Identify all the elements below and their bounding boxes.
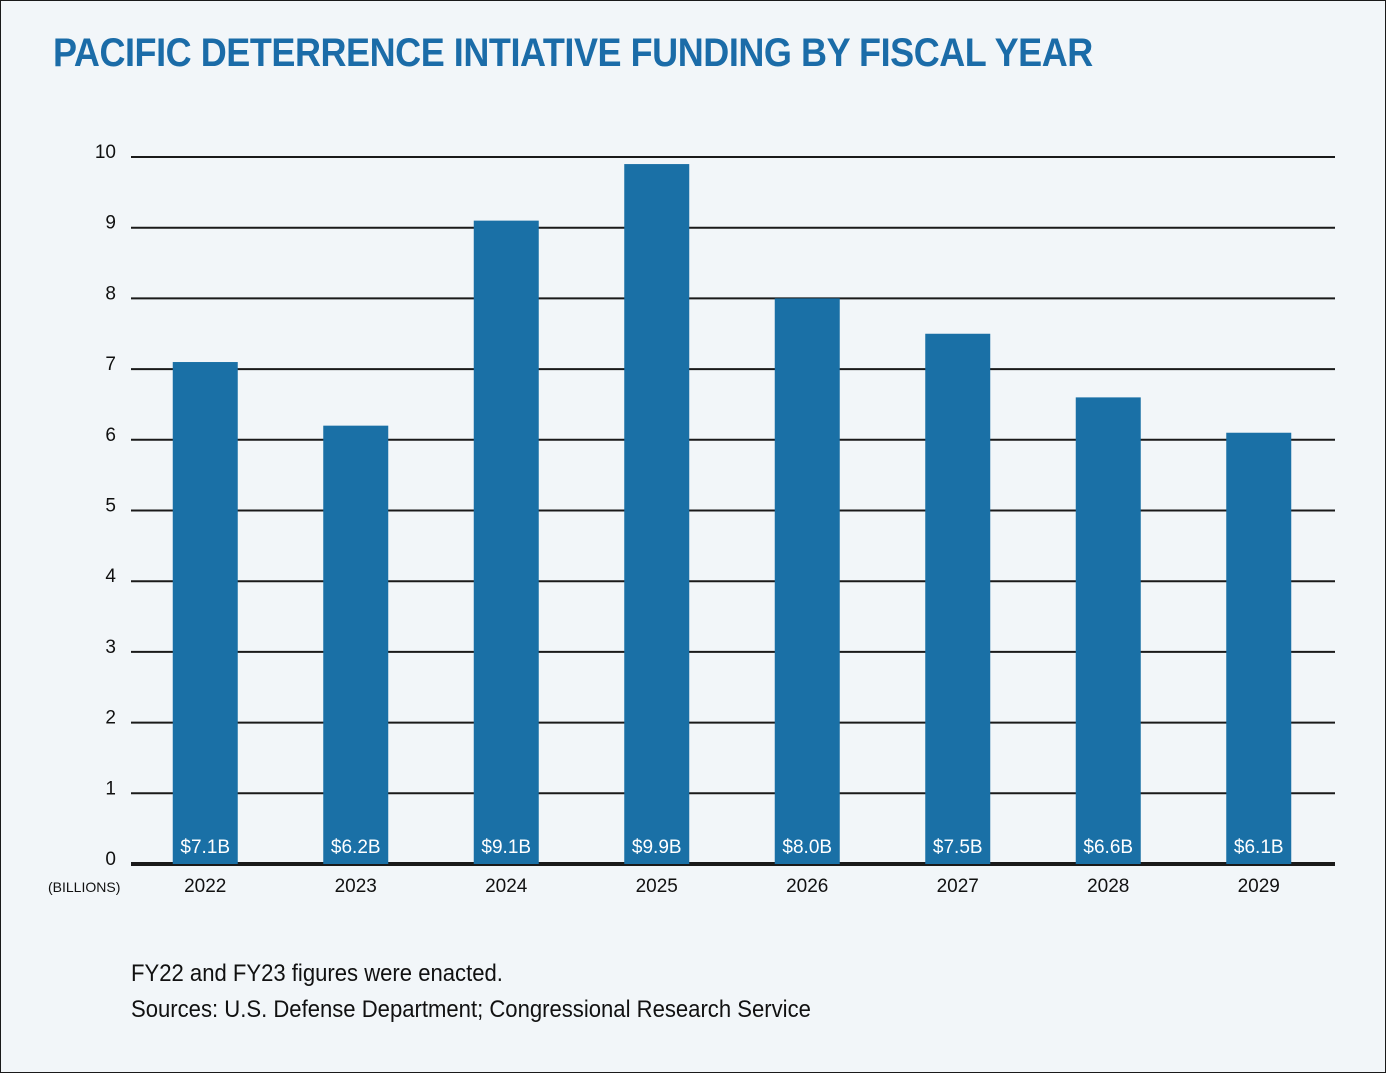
y-tick-label: 2 (105, 708, 116, 729)
bar-value-label: $6.1B (1234, 837, 1284, 858)
bar-2029 (1226, 432, 1292, 864)
x-tick-label: 2025 (636, 876, 678, 897)
y-axis-ticks: 0 1 2 3 4 5 6 7 8 9 10 (95, 142, 117, 870)
y-axis-unit-label: (BILLIONS) (48, 879, 120, 895)
x-tick-label: 2029 (1238, 876, 1280, 897)
bar-value-label: $9.9B (632, 837, 682, 858)
y-tick-label: 4 (105, 566, 116, 587)
x-tick-label: 2026 (786, 876, 828, 897)
bar-value-label: $8.0B (782, 837, 832, 858)
bar-value-labels: $7.1B $6.2B $9.1B $9.9B $8.0B $7.5B $6.6B $6.1B (180, 837, 1283, 858)
bar-value-label: $7.5B (933, 837, 983, 858)
x-tick-label: 2028 (1087, 876, 1129, 897)
bar-2028 (1075, 397, 1141, 864)
bar-2026 (774, 298, 840, 864)
bar-value-label: $9.1B (481, 837, 531, 858)
bar-2022 (172, 362, 238, 864)
y-tick-label: 0 (105, 849, 116, 870)
footer-sources: Sources: U.S. Defense Department; Congre… (131, 996, 811, 1023)
bar-2025 (624, 164, 690, 864)
y-tick-label: 1 (105, 778, 116, 799)
bar-2024 (473, 220, 539, 864)
footer-note: FY22 and FY23 figures were enacted. (131, 960, 503, 987)
x-tick-label: 2027 (937, 876, 979, 897)
x-tick-label: 2023 (335, 876, 377, 897)
y-tick-label: 5 (105, 496, 116, 517)
bar-value-label: $7.1B (180, 837, 230, 858)
bar-2027 (925, 333, 991, 864)
x-axis-ticks: 2022 2023 2024 2025 2026 2027 2028 2029 (184, 876, 1280, 897)
gridlines (131, 156, 1335, 866)
bar-2023 (323, 425, 389, 864)
chart-footer: FY22 and FY23 figures were enacted. Sour… (131, 956, 811, 1028)
y-tick-label: 10 (95, 142, 116, 163)
bar-value-label: $6.6B (1083, 837, 1133, 858)
x-tick-label: 2022 (184, 876, 226, 897)
y-tick-label: 6 (105, 425, 116, 446)
y-tick-label: 3 (105, 637, 116, 658)
y-tick-label: 8 (105, 283, 116, 304)
x-tick-label: 2024 (485, 876, 528, 897)
bar-value-label: $6.2B (331, 837, 381, 858)
chart-title: PACIFIC DETERRENCE INTIATIVE FUNDING BY … (53, 31, 1093, 75)
y-tick-label: 9 (105, 213, 116, 234)
bars (172, 164, 1292, 864)
y-tick-label: 7 (105, 354, 116, 375)
